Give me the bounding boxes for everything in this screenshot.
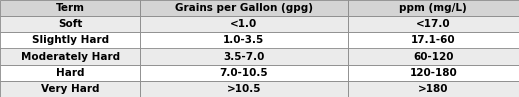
Bar — [348, 16, 519, 32]
Text: >10.5: >10.5 — [227, 84, 261, 94]
Bar — [348, 0, 519, 16]
Bar — [140, 48, 348, 65]
Text: 7.0-10.5: 7.0-10.5 — [220, 68, 268, 78]
Bar — [140, 65, 348, 81]
Text: Term: Term — [56, 3, 85, 13]
Bar — [0, 0, 140, 16]
Text: Moderately Hard: Moderately Hard — [21, 52, 119, 62]
Bar — [140, 0, 348, 16]
Bar — [0, 16, 140, 32]
Text: 3.5-7.0: 3.5-7.0 — [223, 52, 265, 62]
Text: Very Hard: Very Hard — [41, 84, 99, 94]
Text: Hard: Hard — [56, 68, 84, 78]
Bar — [140, 81, 348, 97]
Text: <17.0: <17.0 — [416, 19, 450, 29]
Bar — [0, 65, 140, 81]
Text: <1.0: <1.0 — [230, 19, 257, 29]
Bar — [0, 81, 140, 97]
Text: Soft: Soft — [58, 19, 82, 29]
Text: 120-180: 120-180 — [409, 68, 457, 78]
Bar — [0, 32, 140, 48]
Text: 17.1-60: 17.1-60 — [411, 35, 456, 45]
Bar — [348, 32, 519, 48]
Text: 1.0-3.5: 1.0-3.5 — [223, 35, 265, 45]
Bar — [348, 65, 519, 81]
Bar — [140, 16, 348, 32]
Text: Slightly Hard: Slightly Hard — [32, 35, 108, 45]
Text: 60-120: 60-120 — [413, 52, 454, 62]
Text: >180: >180 — [418, 84, 448, 94]
Bar — [140, 32, 348, 48]
Bar — [348, 81, 519, 97]
Bar — [348, 48, 519, 65]
Text: ppm (mg/L): ppm (mg/L) — [400, 3, 467, 13]
Text: Grains per Gallon (gpg): Grains per Gallon (gpg) — [175, 3, 313, 13]
Bar — [0, 48, 140, 65]
